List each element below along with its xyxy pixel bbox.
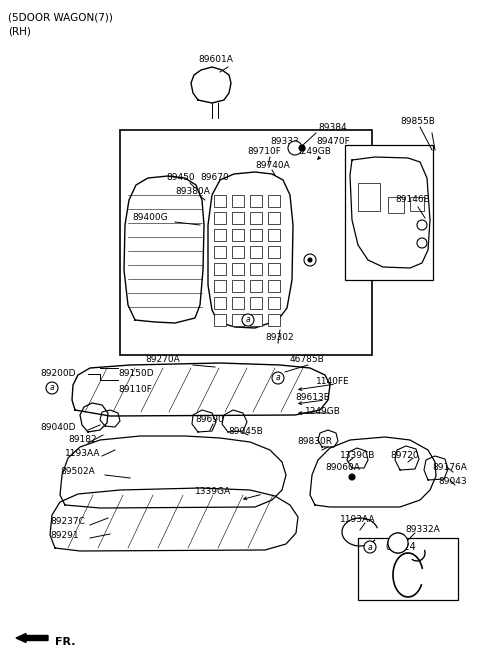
Text: 89302: 89302	[265, 334, 294, 342]
Bar	[214, 263, 226, 275]
Text: 89601A: 89601A	[198, 56, 233, 64]
Circle shape	[46, 382, 58, 394]
Bar	[214, 297, 226, 309]
Circle shape	[349, 474, 355, 480]
Bar	[232, 246, 244, 258]
Bar	[214, 212, 226, 224]
Text: 1249GB: 1249GB	[296, 148, 332, 156]
Bar	[268, 263, 280, 275]
Bar	[232, 212, 244, 224]
Text: 1339GA: 1339GA	[195, 487, 231, 496]
Text: a: a	[246, 316, 250, 324]
Text: 1249GB: 1249GB	[305, 406, 341, 416]
Text: 89040D: 89040D	[40, 422, 75, 432]
Circle shape	[417, 220, 427, 230]
Bar	[232, 263, 244, 275]
Bar	[250, 246, 262, 258]
Bar	[358, 183, 380, 211]
Text: 46785B: 46785B	[290, 355, 325, 365]
Circle shape	[304, 254, 316, 266]
Circle shape	[299, 145, 305, 151]
Bar	[268, 229, 280, 241]
Bar	[232, 195, 244, 207]
Text: 89710F: 89710F	[247, 148, 281, 156]
Text: 89146B: 89146B	[395, 195, 430, 205]
Text: 89237C: 89237C	[50, 518, 85, 526]
Bar	[214, 314, 226, 326]
Text: 89384: 89384	[318, 124, 347, 132]
Bar	[250, 229, 262, 241]
Text: 89830R: 89830R	[297, 438, 332, 446]
Circle shape	[242, 314, 254, 326]
Text: 89670: 89670	[200, 173, 229, 183]
Bar	[268, 195, 280, 207]
Text: 89613B: 89613B	[295, 393, 330, 401]
Text: 1193AA: 1193AA	[340, 514, 375, 524]
Text: 89182: 89182	[68, 436, 96, 444]
Text: 89450: 89450	[166, 173, 194, 183]
Bar	[214, 195, 226, 207]
Text: 89400G: 89400G	[132, 213, 168, 222]
Text: 89176A: 89176A	[432, 463, 467, 473]
Text: 89150D: 89150D	[118, 369, 154, 379]
Circle shape	[272, 372, 284, 384]
Bar	[214, 280, 226, 292]
Bar	[268, 314, 280, 326]
Text: FR.: FR.	[55, 637, 75, 647]
Text: 89291: 89291	[50, 532, 79, 540]
Bar	[268, 280, 280, 292]
Text: 1140FE: 1140FE	[316, 377, 349, 387]
Bar	[214, 229, 226, 241]
Bar	[214, 246, 226, 258]
Text: 89333: 89333	[270, 138, 299, 146]
Text: 89332A: 89332A	[405, 526, 440, 534]
Text: 1339CB: 1339CB	[340, 451, 375, 459]
Text: 89855B: 89855B	[400, 117, 435, 126]
Bar	[250, 195, 262, 207]
Circle shape	[388, 533, 408, 553]
Bar	[250, 297, 262, 309]
Text: 00824: 00824	[385, 542, 416, 552]
Text: (5DOOR WAGON(7)): (5DOOR WAGON(7))	[8, 13, 113, 23]
Text: (RH): (RH)	[8, 26, 31, 36]
Bar	[388, 197, 404, 213]
Circle shape	[417, 238, 427, 248]
Text: 89045B: 89045B	[228, 428, 263, 436]
Text: 1193AA: 1193AA	[65, 449, 100, 459]
Text: a: a	[368, 542, 372, 551]
Text: a: a	[50, 383, 54, 393]
Text: 89502A: 89502A	[60, 467, 95, 477]
Bar	[410, 197, 424, 211]
Bar	[232, 314, 244, 326]
Bar	[250, 263, 262, 275]
Bar	[358, 538, 458, 600]
Bar	[268, 246, 280, 258]
Bar	[250, 314, 262, 326]
Circle shape	[308, 258, 312, 262]
Bar	[120, 130, 372, 355]
Text: 89380A: 89380A	[175, 187, 210, 195]
Bar	[268, 212, 280, 224]
Bar	[232, 297, 244, 309]
Text: 89270A: 89270A	[145, 355, 180, 365]
Circle shape	[364, 541, 376, 553]
Bar	[232, 229, 244, 241]
Text: 89200D: 89200D	[40, 369, 75, 379]
Text: 89110F: 89110F	[118, 385, 152, 393]
Circle shape	[288, 141, 302, 155]
Text: 89740A: 89740A	[255, 160, 290, 169]
Bar	[250, 212, 262, 224]
Text: 89060A: 89060A	[325, 463, 360, 473]
Bar	[268, 297, 280, 309]
Text: 89470F: 89470F	[316, 138, 350, 146]
FancyArrow shape	[16, 634, 48, 643]
Text: a: a	[276, 373, 280, 383]
Text: 89043: 89043	[438, 477, 467, 487]
Text: 89720: 89720	[390, 451, 419, 459]
Bar	[250, 280, 262, 292]
Bar	[232, 280, 244, 292]
Bar	[345, 145, 433, 280]
Text: 89690: 89690	[195, 416, 224, 424]
